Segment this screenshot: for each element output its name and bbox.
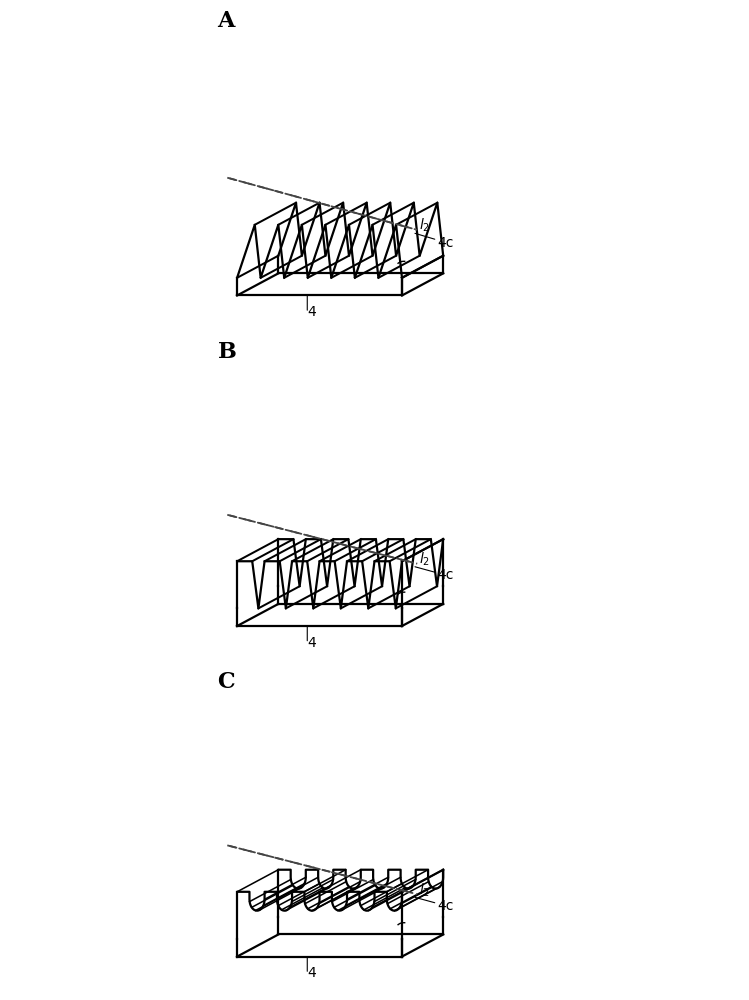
Text: 4c: 4c xyxy=(437,236,454,250)
Text: $l_2$: $l_2$ xyxy=(419,551,430,568)
Text: 4: 4 xyxy=(307,636,316,650)
Text: 4c: 4c xyxy=(437,568,454,582)
Text: C: C xyxy=(217,671,235,693)
Text: $l_2$: $l_2$ xyxy=(419,217,430,234)
Text: A: A xyxy=(217,10,235,32)
Text: B: B xyxy=(217,341,237,363)
Text: 4: 4 xyxy=(307,966,316,980)
Text: $l_2$: $l_2$ xyxy=(419,881,430,899)
Text: 4c: 4c xyxy=(437,899,454,913)
Text: 4: 4 xyxy=(307,305,316,319)
